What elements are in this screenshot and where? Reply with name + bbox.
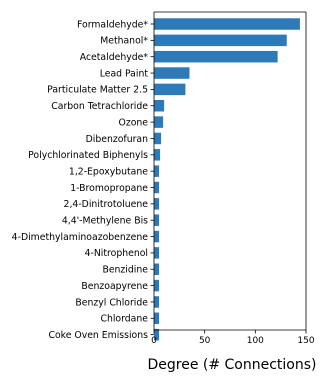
bar xyxy=(154,100,165,112)
y-tick-label: Coke Oven Emissions xyxy=(48,330,148,341)
y-tick-label: Chlordane xyxy=(100,314,148,325)
bar xyxy=(154,247,160,259)
y-tick-label: Particulate Matter 2.5 xyxy=(47,85,148,96)
bar xyxy=(154,230,160,243)
y-tick-label: Benzoapyrene xyxy=(81,281,148,292)
y-tick-label: Methanol* xyxy=(100,36,148,47)
bar xyxy=(154,296,160,308)
bar xyxy=(154,181,160,194)
bar xyxy=(154,312,160,325)
x-tick-label: 0 xyxy=(151,336,157,346)
bar xyxy=(154,34,287,47)
bar xyxy=(154,67,190,79)
y-tick-label: Benzyl Chloride xyxy=(75,297,148,308)
x-axis-label: Degree (# Connections) xyxy=(147,357,316,373)
y-tick-label: 2,4-Dinitrotoluene xyxy=(64,199,149,210)
y-tick-label: 4-Dimethylaminoazobenzene xyxy=(12,232,149,243)
bar xyxy=(154,165,160,177)
bar xyxy=(154,83,186,96)
bar xyxy=(154,214,160,226)
bar xyxy=(154,116,164,128)
y-tick-label: 4-Nitrophenol xyxy=(85,248,148,259)
y-tick-label: 1,2-Epoxybutane xyxy=(69,166,148,177)
bar xyxy=(154,328,160,341)
bar xyxy=(154,18,300,30)
y-tick-labels: Formaldehyde* Methanol* Acetaldehyde* Lead … xyxy=(12,19,149,341)
bar xyxy=(154,149,161,161)
y-tick-label: Carbon Tetrachloride xyxy=(51,101,148,112)
y-tick-label: Formaldehyde* xyxy=(77,19,148,30)
bar xyxy=(154,263,160,275)
bar xyxy=(154,198,160,210)
x-tick-label: 150 xyxy=(297,336,314,346)
bar xyxy=(154,50,278,63)
y-tick-label: Benzidine xyxy=(102,265,148,276)
y-tick-label: Acetaldehyde* xyxy=(80,52,149,63)
x-tick-label: 100 xyxy=(247,336,264,346)
axes xyxy=(150,11,307,336)
y-tick-label: 1-Bromopropane xyxy=(70,183,148,194)
y-tick-label: Ozone xyxy=(119,117,149,128)
bar xyxy=(154,279,160,292)
bar xyxy=(154,132,162,145)
y-tick-label: Polychlorinated Biphenyls xyxy=(28,150,148,161)
y-tick-label: Lead Paint xyxy=(100,68,149,79)
bars-group xyxy=(154,18,300,341)
y-tick-label: 4,4'-Methylene Bis xyxy=(62,216,148,227)
x-tick-label: 50 xyxy=(199,336,211,346)
x-ticks: 0 50 100 150 xyxy=(151,330,315,346)
y-tick-label: Dibenzofuran xyxy=(86,134,149,145)
